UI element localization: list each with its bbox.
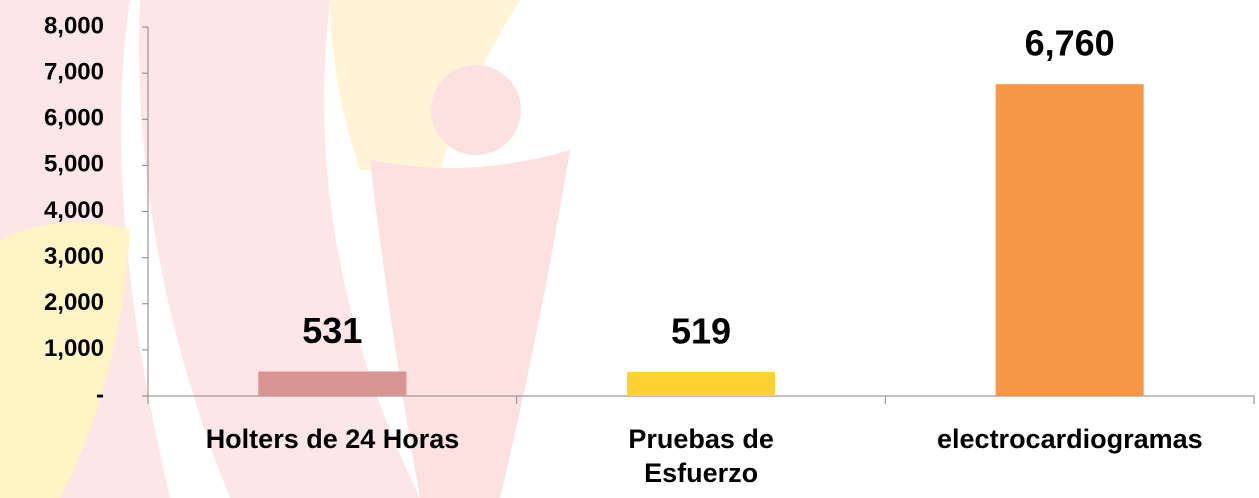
x-tick-label: Pruebas de Esfuerzo (517, 422, 886, 490)
y-tick-label: 3,000 (44, 243, 104, 270)
data-label: 6,760 (1025, 23, 1115, 64)
y-tick-label: 4,000 (44, 197, 104, 224)
y-tick-label: 2,000 (44, 289, 104, 316)
y-tick-label: 1,000 (44, 335, 104, 362)
y-tick-label: 6,000 (44, 105, 104, 132)
bar (996, 84, 1144, 396)
data-label: 519 (671, 311, 731, 352)
bar (258, 372, 406, 396)
bar (627, 372, 775, 396)
y-tick-label: - (96, 381, 104, 408)
data-label: 531 (302, 310, 362, 351)
y-tick-label: 8,000 (44, 12, 104, 39)
y-tick-label: 5,000 (44, 151, 104, 178)
y-tick-label: 7,000 (44, 58, 104, 85)
x-tick-label: electrocardiogramas (885, 422, 1254, 456)
x-tick-label: Holters de 24 Horas (148, 422, 517, 456)
chart: - 1,000 2,000 3,000 4,000 5,000 6,000 7,000 8,00… (0, 0, 1259, 498)
